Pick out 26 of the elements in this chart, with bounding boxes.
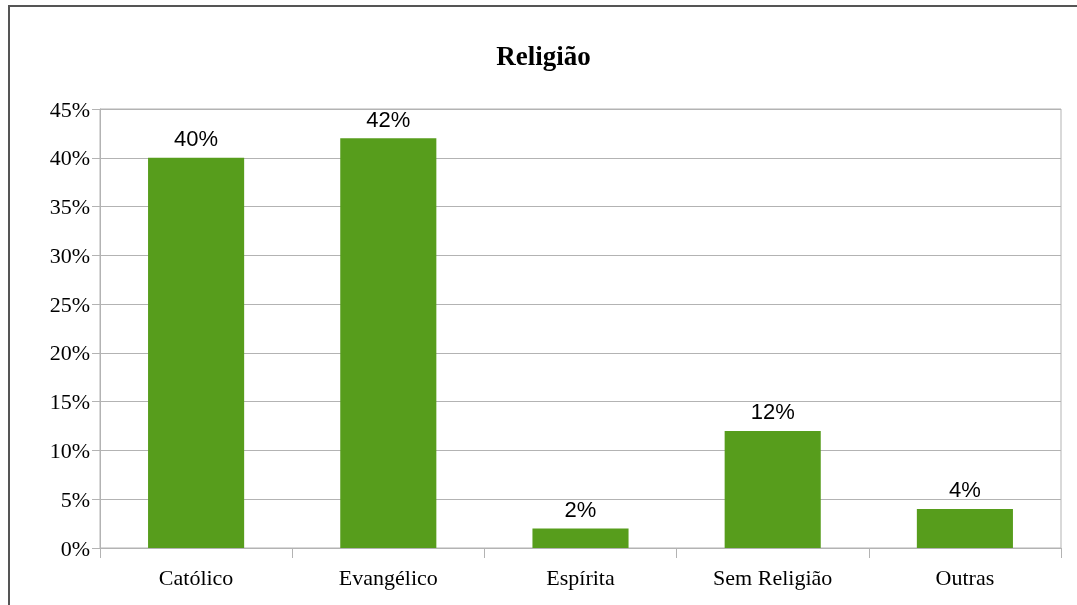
bar — [532, 528, 629, 548]
chart-title: Religião — [496, 40, 591, 71]
y-tick-label: 15% — [49, 389, 90, 415]
bar — [340, 138, 437, 548]
data-label: 42% — [366, 106, 411, 132]
x-tick-label: Católico — [158, 564, 234, 590]
x-tick-label: Evangélico — [338, 564, 438, 590]
bar — [148, 157, 245, 548]
y-tick-label: 20% — [49, 340, 90, 366]
x-tick-label: Sem Religião — [713, 564, 833, 590]
y-tick-label: 25% — [49, 291, 90, 317]
y-tick-label: 30% — [49, 242, 90, 268]
data-label: 4% — [949, 477, 981, 503]
data-label: 40% — [174, 126, 219, 152]
y-tick-label: 45% — [49, 96, 90, 122]
y-tick-label: 0% — [60, 535, 90, 561]
y-tick-label: 40% — [49, 145, 90, 171]
bar — [724, 430, 821, 548]
y-tick-label: 5% — [60, 486, 90, 512]
y-tick-label: 10% — [49, 437, 90, 463]
data-label: 2% — [564, 496, 597, 522]
bar — [916, 508, 1013, 548]
data-label: 12% — [750, 399, 795, 425]
y-tick-label: 35% — [49, 194, 90, 220]
x-tick-label: Outras — [935, 564, 995, 590]
x-tick-label: Espírita — [546, 564, 615, 590]
